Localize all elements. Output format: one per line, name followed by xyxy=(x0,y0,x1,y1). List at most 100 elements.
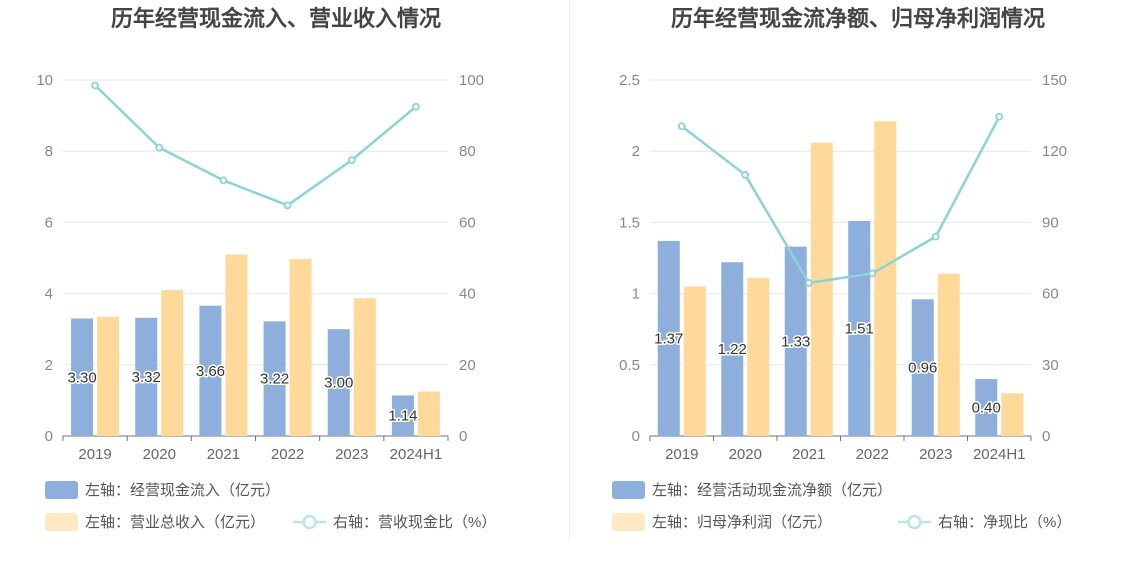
left-axis-tick-label: 4 xyxy=(45,286,53,303)
bar xyxy=(721,262,744,436)
left-axis-tick-label: 0 xyxy=(632,428,640,445)
legend-label: 右轴：营收现金比（%） xyxy=(333,514,496,531)
bar-data-label: 1.51 xyxy=(845,320,874,337)
bar xyxy=(135,317,158,436)
x-axis-tick-label: 2022 xyxy=(271,446,304,463)
bar xyxy=(263,321,286,436)
x-axis-tick-label: 2021 xyxy=(792,446,825,463)
right-axis-tick-label: 100 xyxy=(459,72,484,89)
legend-label: 左轴：归母净利润（亿元） xyxy=(652,514,832,531)
left-axis-tick-label: 1.5 xyxy=(619,214,640,231)
legend-label: 左轴：经营现金流入（亿元） xyxy=(85,482,280,499)
legend-item[interactable]: 左轴：经营活动现金流净额（亿元） xyxy=(612,481,892,499)
chart-title: 历年经营现金流入、营业收入情况 xyxy=(111,6,441,31)
left-axis-tick-label: 0 xyxy=(45,428,53,445)
x-axis-tick-label: 2024H1 xyxy=(390,446,443,463)
x-axis-tick-label: 2020 xyxy=(729,446,762,463)
chart-panel-net-cash: 历年经营现金流净额、归母净利润情况 0 0.5 1 1.5 2 2.5 0 30 60 90 120 1… xyxy=(567,0,1134,582)
bar-data-label: 1.14 xyxy=(388,408,417,425)
left-axis-tick-label: 2 xyxy=(632,143,640,160)
line-point xyxy=(347,156,356,165)
bar-data-label: 3.66 xyxy=(196,363,225,380)
right-axis-tick-label: 20 xyxy=(459,357,476,374)
legend-item[interactable]: 左轴：营业总收入（亿元） xyxy=(45,513,265,531)
x-axis-tick-label: 2019 xyxy=(665,446,698,463)
bar xyxy=(683,286,706,436)
bar-data-label: 1.37 xyxy=(654,330,683,347)
right-axis-tick-label: 90 xyxy=(1042,214,1059,231)
x-axis-tick-label: 2019 xyxy=(78,446,111,463)
ratio-line xyxy=(680,116,1001,285)
bar xyxy=(353,298,376,436)
bar-data-label: 0.40 xyxy=(972,400,1001,417)
x-axis-tick-label: 2023 xyxy=(335,446,368,463)
x-axis-tick-label: 2022 xyxy=(856,446,889,463)
right-axis-tick-label: 120 xyxy=(1042,143,1067,160)
x-axis-tick-label: 2020 xyxy=(143,446,176,463)
bar xyxy=(199,305,222,436)
legend-item[interactable]: 右轴：营收现金比（%） xyxy=(293,514,496,531)
chart-svg-net-cash: 历年经营现金流净额、归母净利润情况 0 0.5 1 1.5 2 2.5 0 30 60 90 120 1… xyxy=(612,6,1071,531)
legend-swatch xyxy=(612,481,645,499)
bar xyxy=(784,246,807,436)
line-point xyxy=(412,102,420,111)
right-axis-tick-label: 80 xyxy=(459,143,476,160)
legend-item[interactable]: 右轴：净现比（%） xyxy=(898,514,1071,531)
bar xyxy=(417,391,440,436)
bar xyxy=(161,290,184,436)
bar xyxy=(225,254,248,436)
ratio-line xyxy=(94,84,417,207)
panel-divider xyxy=(569,0,570,540)
bar-data-label: 3.00 xyxy=(324,375,353,392)
bar xyxy=(97,316,120,436)
line-point xyxy=(155,143,164,152)
line-point xyxy=(219,176,228,185)
line-point xyxy=(91,81,99,90)
left-axis-tick-label: 8 xyxy=(45,143,53,160)
legend-line-marker xyxy=(907,514,922,530)
bar xyxy=(911,299,934,436)
bar-data-label: 0.96 xyxy=(908,360,937,377)
legend-label: 右轴：净现比（%） xyxy=(938,514,1071,531)
left-axis-tick-label: 1 xyxy=(632,286,640,303)
left-axis-tick-label: 0.5 xyxy=(619,357,640,374)
left-axis-tick-label: 2 xyxy=(45,357,53,374)
legend-swatch xyxy=(612,513,645,531)
bar xyxy=(289,259,312,436)
legend-swatch xyxy=(45,481,78,499)
left-axis-tick-label: 6 xyxy=(45,214,53,231)
bar xyxy=(810,142,833,436)
bar-data-label: 3.32 xyxy=(132,369,161,386)
bar xyxy=(327,329,350,436)
bar xyxy=(975,379,998,436)
bar xyxy=(657,240,680,436)
right-axis-tick-label: 150 xyxy=(1042,72,1067,89)
right-axis-tick-label: 0 xyxy=(1042,428,1050,445)
legend-line-marker xyxy=(302,514,317,530)
legend-swatch xyxy=(45,513,78,531)
line-point xyxy=(804,279,813,287)
legend-label: 左轴：营业总收入（亿元） xyxy=(85,514,265,531)
right-axis-tick-label: 60 xyxy=(1042,286,1059,303)
line-point xyxy=(868,269,877,278)
bar xyxy=(747,277,770,436)
legend-item[interactable]: 左轴：归母净利润（亿元） xyxy=(612,513,832,531)
legend-item[interactable]: 左轴：经营现金流入（亿元） xyxy=(45,481,280,499)
right-axis-tick-label: 0 xyxy=(459,428,467,445)
chart-title: 历年经营现金流净额、归母净利润情况 xyxy=(671,6,1045,31)
right-axis-tick-label: 30 xyxy=(1042,357,1059,374)
right-axis-tick-label: 60 xyxy=(459,214,476,231)
line-point xyxy=(283,201,292,210)
line-point xyxy=(741,171,750,179)
bar xyxy=(71,318,94,436)
right-axis-tick-label: 40 xyxy=(459,286,476,303)
chart-panel-cash-inflow: 历年经营现金流入、营业收入情况 0 2 4 6 8 10 0 20 40 60 80 100 2019 20… xyxy=(36,6,496,531)
line-point xyxy=(995,112,1004,121)
line-point xyxy=(677,122,686,131)
left-axis-tick-label: 10 xyxy=(36,72,53,89)
x-axis-tick-label: 2023 xyxy=(919,446,952,463)
legend-label: 左轴：经营活动现金流净额（亿元） xyxy=(652,482,892,499)
x-axis-tick-label: 2024H1 xyxy=(973,446,1026,463)
bar xyxy=(391,395,414,436)
